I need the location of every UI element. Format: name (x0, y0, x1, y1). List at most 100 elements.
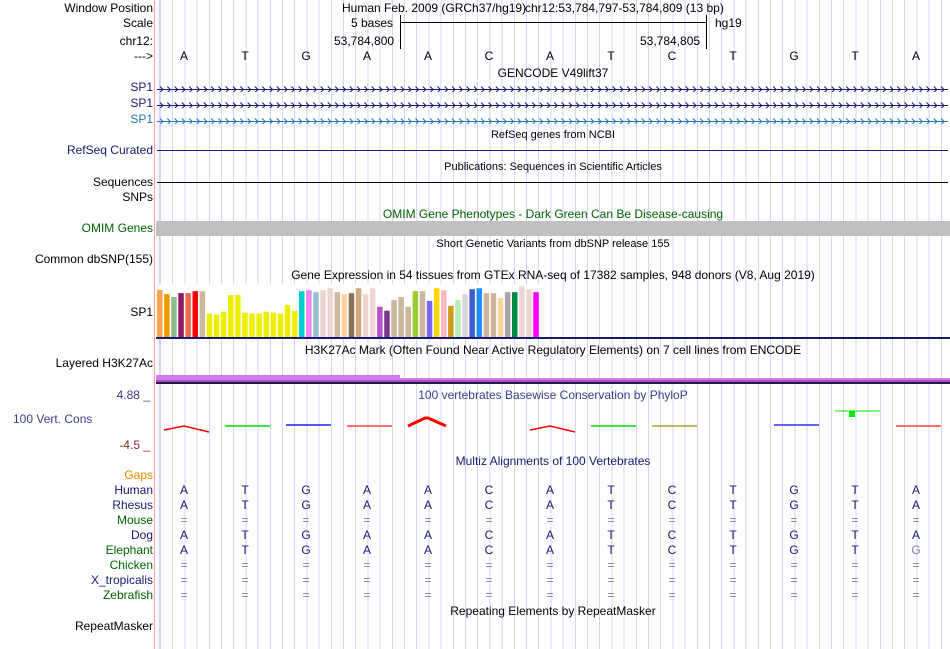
gtex-tissue-bar[interactable] (497, 298, 504, 337)
alignment-base: = (424, 573, 432, 587)
gtex-tissue-bar[interactable] (199, 291, 206, 337)
gtex-tissue-bar[interactable] (341, 294, 348, 337)
gtex-tissue-bar[interactable] (164, 294, 170, 337)
species-label[interactable]: Zebrafish (102, 588, 153, 602)
gtex-tissue-bar[interactable] (284, 304, 291, 337)
alignment-base: A (911, 483, 920, 497)
phylop-label[interactable]: 100 Vert. Cons (13, 412, 93, 426)
omim-phenotype-bar[interactable] (156, 221, 950, 236)
gtex-tissue-bar[interactable] (405, 306, 412, 337)
scale-text: 5 bases (351, 16, 394, 30)
snps-label[interactable]: SNPs (122, 190, 153, 204)
alignment-base: G (911, 543, 921, 557)
gencode-item-label[interactable]: SP1 (130, 112, 153, 126)
h3k27ac-baseline (156, 382, 950, 384)
gtex-tissue-bar[interactable] (249, 313, 255, 337)
gtex-tissue-bar[interactable] (398, 297, 404, 337)
omim-label[interactable]: OMIM Genes (81, 221, 153, 235)
gencode-gene-line[interactable] (157, 99, 948, 108)
gtex-tissue-bar[interactable] (519, 286, 525, 337)
gtex-tissue-bar[interactable] (228, 295, 234, 337)
gtex-tissue-bar[interactable] (157, 289, 163, 337)
gtex-tissue-bar[interactable] (370, 288, 376, 337)
gtex-tissue-bar[interactable] (469, 289, 475, 337)
gtex-label[interactable]: SP1 (130, 305, 153, 319)
refseq-gene-line[interactable] (157, 150, 948, 151)
species-label[interactable]: X_tropicalis (90, 573, 153, 587)
alignment-base: G (301, 528, 311, 542)
gencode-gene-line[interactable] (157, 115, 948, 124)
species-label[interactable]: Mouse (116, 513, 153, 527)
gtex-tissue-bar[interactable] (362, 294, 369, 337)
species-label[interactable]: Human (114, 483, 153, 497)
gtex-tissue-bar[interactable] (185, 293, 191, 337)
gtex-tissue-bar[interactable] (455, 299, 461, 337)
gtex-tissue-bar[interactable] (355, 288, 362, 337)
h3k27ac-signal-high[interactable] (156, 375, 400, 380)
alignment-base: = (302, 588, 310, 602)
gtex-tissue-bar[interactable] (334, 292, 341, 337)
gencode-item-label[interactable]: SP1 (130, 80, 153, 94)
gtex-tissue-bar[interactable] (490, 293, 497, 337)
dbsnp-label[interactable]: Common dbSNP(155) (34, 252, 153, 266)
gtex-tissue-bar[interactable] (213, 314, 220, 337)
gtex-tissue-bar[interactable] (483, 293, 490, 337)
gtex-tissue-bar[interactable] (441, 290, 447, 337)
gtex-tissue-bar[interactable] (419, 291, 426, 337)
publications-line[interactable] (157, 182, 948, 183)
gtex-tissue-bar[interactable] (220, 311, 227, 337)
h3k27ac-signal-low[interactable] (400, 378, 950, 380)
gencode-item-label[interactable]: SP1 (130, 96, 153, 110)
gtex-tissue-bar[interactable] (526, 289, 532, 337)
species-label[interactable]: Elephant (105, 543, 153, 557)
gtex-tissue-bar[interactable] (192, 291, 199, 337)
gtex-tissue-bar[interactable] (320, 290, 326, 337)
species-label[interactable]: Dog (130, 528, 153, 542)
alignment-base: A (545, 498, 554, 512)
base-letter: T (729, 49, 737, 63)
phylop-plot[interactable] (156, 410, 950, 435)
gtex-tissue-bar[interactable] (384, 310, 390, 337)
gtex-tissue-bar[interactable] (412, 291, 419, 337)
gtex-bar-chart[interactable] (156, 284, 540, 337)
alignment-base: = (729, 558, 737, 572)
gtex-tissue-bar[interactable] (313, 292, 319, 337)
scale-db: hg19 (715, 16, 742, 30)
gtex-tissue-bar[interactable] (448, 305, 454, 337)
gtex-tissue-bar[interactable] (377, 306, 383, 337)
gtex-tissue-bar[interactable] (433, 288, 440, 337)
gtex-tissue-bar[interactable] (270, 312, 277, 337)
gencode-gene-line[interactable] (157, 83, 948, 92)
gtex-tissue-bar[interactable] (178, 293, 184, 337)
publications-label[interactable]: Sequences (92, 175, 153, 189)
gtex-tissue-bar[interactable] (391, 299, 397, 337)
gtex-tissue-bar[interactable] (206, 313, 213, 337)
gtex-tissue-bar[interactable] (512, 292, 518, 337)
gtex-tissue-bar[interactable] (348, 293, 355, 337)
gtex-tissue-bar[interactable] (306, 290, 312, 337)
gtex-tissue-bar[interactable] (533, 292, 539, 337)
refseq-label[interactable]: RefSeq Curated (66, 143, 153, 157)
alignment-base: C (667, 483, 677, 497)
gtex-tissue-bar[interactable] (242, 312, 248, 337)
species-label[interactable]: Rhesus (112, 498, 153, 512)
gtex-tissue-bar[interactable] (263, 311, 270, 337)
alignment-base: C (484, 498, 494, 512)
alignment-base: T (851, 483, 859, 497)
scale-bar (400, 22, 706, 23)
gtex-tissue-bar[interactable] (277, 313, 284, 337)
gtex-tissue-bar[interactable] (504, 292, 511, 337)
gtex-tissue-bar[interactable] (171, 297, 177, 337)
gtex-tissue-bar[interactable] (462, 294, 468, 337)
gtex-tissue-bar[interactable] (476, 288, 483, 337)
h3k27ac-label[interactable]: Layered H3K27Ac (55, 356, 153, 370)
gtex-tissue-bar[interactable] (256, 313, 262, 337)
gtex-tissue-bar[interactable] (299, 291, 305, 337)
repeatmasker-label[interactable]: RepeatMasker (74, 619, 153, 633)
species-label[interactable]: Chicken (109, 558, 153, 572)
gtex-tissue-bar[interactable] (426, 300, 433, 337)
gtex-tissue-bar[interactable] (235, 295, 241, 337)
gtex-tissue-bar[interactable] (291, 310, 298, 337)
gtex-tissue-bar[interactable] (327, 288, 333, 337)
